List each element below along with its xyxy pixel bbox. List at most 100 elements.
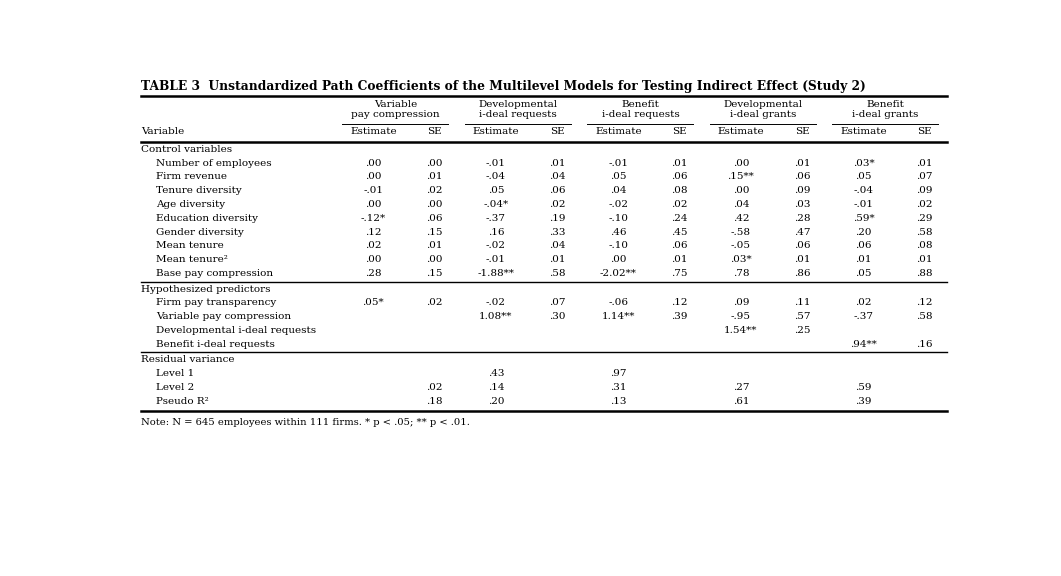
Text: .47: .47 xyxy=(794,228,811,237)
Text: -.06: -.06 xyxy=(608,298,628,308)
Text: -.02: -.02 xyxy=(608,200,628,209)
Text: Benefit i-deal requests: Benefit i-deal requests xyxy=(156,340,275,349)
Text: Developmental
i-deal requests: Developmental i-deal requests xyxy=(479,100,557,119)
Text: .06: .06 xyxy=(427,214,442,223)
Text: .61: .61 xyxy=(732,397,749,406)
Text: Tenure diversity: Tenure diversity xyxy=(156,186,242,195)
Text: .09: .09 xyxy=(732,298,749,308)
Text: .03: .03 xyxy=(794,200,811,209)
Text: .02: .02 xyxy=(427,383,442,392)
Text: .04: .04 xyxy=(549,172,566,181)
Text: -.10: -.10 xyxy=(608,214,628,223)
Text: TABLE 3  Unstandardized Path Coefficients of the Multilevel Models for Testing I: TABLE 3 Unstandardized Path Coefficients… xyxy=(141,80,866,93)
Text: -.04: -.04 xyxy=(853,186,873,195)
Text: .59*: .59* xyxy=(853,214,874,223)
Text: Hypothesized predictors: Hypothesized predictors xyxy=(141,285,271,294)
Text: .00: .00 xyxy=(427,158,442,168)
Text: .01: .01 xyxy=(427,172,442,181)
Text: .09: .09 xyxy=(794,186,811,195)
Text: .02: .02 xyxy=(549,200,566,209)
Text: .04: .04 xyxy=(732,200,749,209)
Text: .18: .18 xyxy=(427,397,442,406)
Text: Benefit
i-deal requests: Benefit i-deal requests xyxy=(602,100,679,119)
Text: -.01: -.01 xyxy=(363,186,383,195)
Text: Number of employees: Number of employees xyxy=(156,158,272,168)
Text: .02: .02 xyxy=(855,298,872,308)
Text: .12: .12 xyxy=(917,298,933,308)
Text: .01: .01 xyxy=(855,255,872,264)
Text: .11: .11 xyxy=(794,298,811,308)
Text: Note: N = 645 employees within 111 firms. * p < .05; ** p < .01.: Note: N = 645 employees within 111 firms… xyxy=(141,418,470,427)
Text: .00: .00 xyxy=(365,255,382,264)
Text: .08: .08 xyxy=(672,186,688,195)
Text: Gender diversity: Gender diversity xyxy=(156,228,244,237)
Text: .39: .39 xyxy=(672,312,688,321)
Text: SE: SE xyxy=(673,127,686,135)
Text: Education diversity: Education diversity xyxy=(156,214,258,223)
Text: -.10: -.10 xyxy=(608,241,628,251)
Text: Developmental
i-deal grants: Developmental i-deal grants xyxy=(724,100,802,119)
Text: .28: .28 xyxy=(365,269,382,278)
Text: .78: .78 xyxy=(732,269,749,278)
Text: 1.54**: 1.54** xyxy=(725,326,758,335)
Text: .08: .08 xyxy=(917,241,933,251)
Text: .15: .15 xyxy=(427,269,442,278)
Text: .12: .12 xyxy=(365,228,382,237)
Text: Benefit
i-deal grants: Benefit i-deal grants xyxy=(852,100,919,119)
Text: Residual variance: Residual variance xyxy=(141,355,234,365)
Text: 1.08**: 1.08** xyxy=(480,312,512,321)
Text: -.02: -.02 xyxy=(486,241,506,251)
Text: .05: .05 xyxy=(610,172,627,181)
Text: .01: .01 xyxy=(427,241,442,251)
Text: -.02: -.02 xyxy=(486,298,506,308)
Text: -.37: -.37 xyxy=(486,214,506,223)
Text: .28: .28 xyxy=(794,214,811,223)
Text: -.12*: -.12* xyxy=(361,214,386,223)
Text: .15**: .15** xyxy=(728,172,754,181)
Text: .16: .16 xyxy=(917,340,933,349)
Text: -.01: -.01 xyxy=(853,200,873,209)
Text: .45: .45 xyxy=(672,228,688,237)
Text: SE: SE xyxy=(428,127,441,135)
Text: .05: .05 xyxy=(855,172,872,181)
Text: .58: .58 xyxy=(549,269,566,278)
Text: Developmental i-deal requests: Developmental i-deal requests xyxy=(156,326,316,335)
Text: -.01: -.01 xyxy=(608,158,628,168)
Text: .00: .00 xyxy=(427,255,442,264)
Text: Mean tenure: Mean tenure xyxy=(156,241,224,251)
Text: -.01: -.01 xyxy=(486,255,506,264)
Text: Estimate: Estimate xyxy=(350,127,397,135)
Text: .27: .27 xyxy=(732,383,749,392)
Text: .00: .00 xyxy=(610,255,627,264)
Text: .01: .01 xyxy=(549,255,566,264)
Text: .19: .19 xyxy=(549,214,566,223)
Text: .00: .00 xyxy=(365,200,382,209)
Text: .16: .16 xyxy=(488,228,504,237)
Text: Estimate: Estimate xyxy=(472,127,519,135)
Text: .24: .24 xyxy=(672,214,688,223)
Text: .75: .75 xyxy=(672,269,688,278)
Text: -.95: -.95 xyxy=(731,312,751,321)
Text: .06: .06 xyxy=(794,172,811,181)
Text: Estimate: Estimate xyxy=(840,127,887,135)
Text: .01: .01 xyxy=(794,255,811,264)
Text: Firm pay transparency: Firm pay transparency xyxy=(156,298,276,308)
Text: .04: .04 xyxy=(610,186,627,195)
Text: .13: .13 xyxy=(610,397,627,406)
Text: Level 2: Level 2 xyxy=(156,383,194,392)
Text: .42: .42 xyxy=(732,214,749,223)
Text: .05: .05 xyxy=(855,269,872,278)
Text: .20: .20 xyxy=(488,397,504,406)
Text: .07: .07 xyxy=(917,172,933,181)
Text: .39: .39 xyxy=(855,397,872,406)
Text: .02: .02 xyxy=(365,241,382,251)
Text: .59: .59 xyxy=(855,383,872,392)
Text: .33: .33 xyxy=(549,228,566,237)
Text: .97: .97 xyxy=(610,369,627,378)
Text: .01: .01 xyxy=(672,158,688,168)
Text: .00: .00 xyxy=(365,172,382,181)
Text: .06: .06 xyxy=(794,241,811,251)
Text: .12: .12 xyxy=(672,298,688,308)
Text: Variable pay compression: Variable pay compression xyxy=(156,312,291,321)
Text: .46: .46 xyxy=(610,228,627,237)
